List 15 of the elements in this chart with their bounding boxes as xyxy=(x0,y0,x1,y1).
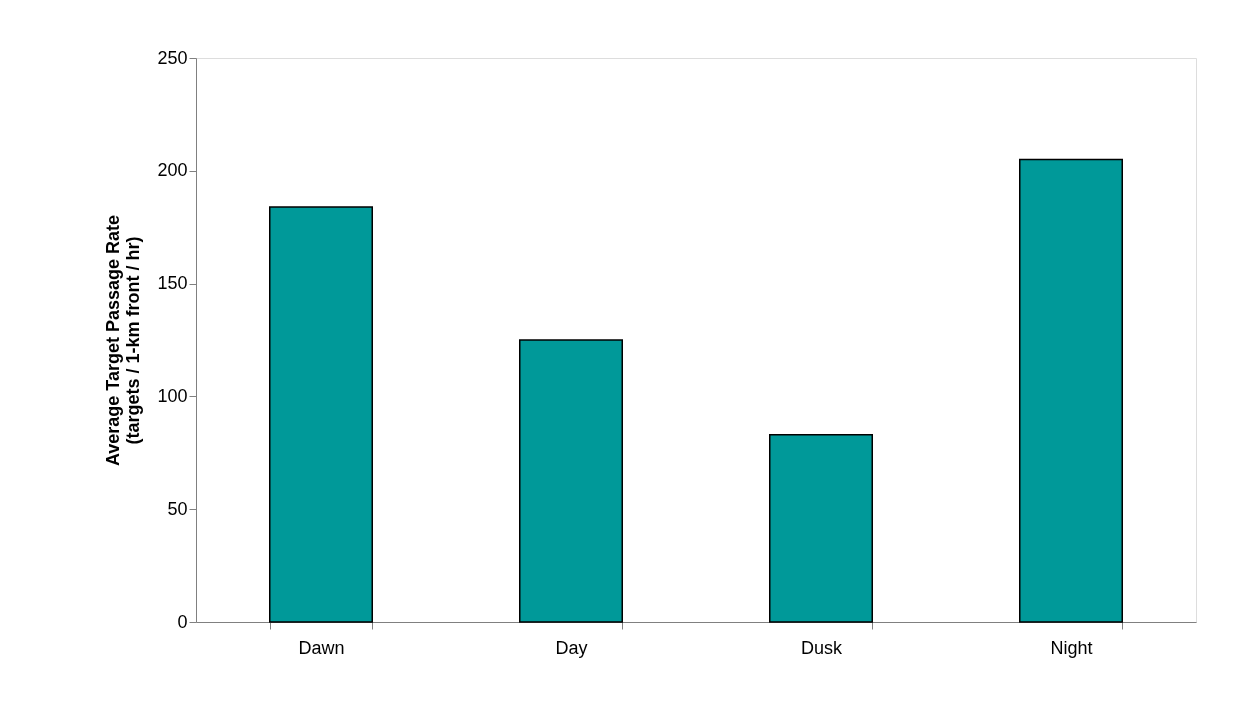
x-tick-label: Night xyxy=(1050,637,1093,658)
x-tick-label: Dusk xyxy=(800,637,843,658)
y-tick-label: 100 xyxy=(157,385,188,406)
y-tick-label: 200 xyxy=(157,160,188,181)
x-tick-label: Day xyxy=(555,637,588,658)
y-tick-label: 250 xyxy=(157,47,188,68)
bar xyxy=(269,206,373,623)
bar xyxy=(769,434,873,623)
y-axis-title: Average Target Passage Rate (targets / 1-km front / hr) xyxy=(103,214,144,467)
y-tick-label: 150 xyxy=(157,273,188,294)
bar xyxy=(519,339,623,623)
y-tick-label: 0 xyxy=(177,611,188,632)
bar xyxy=(1019,158,1123,623)
x-tick-label: Dawn xyxy=(298,637,345,658)
y-tick-label: 50 xyxy=(167,498,188,519)
